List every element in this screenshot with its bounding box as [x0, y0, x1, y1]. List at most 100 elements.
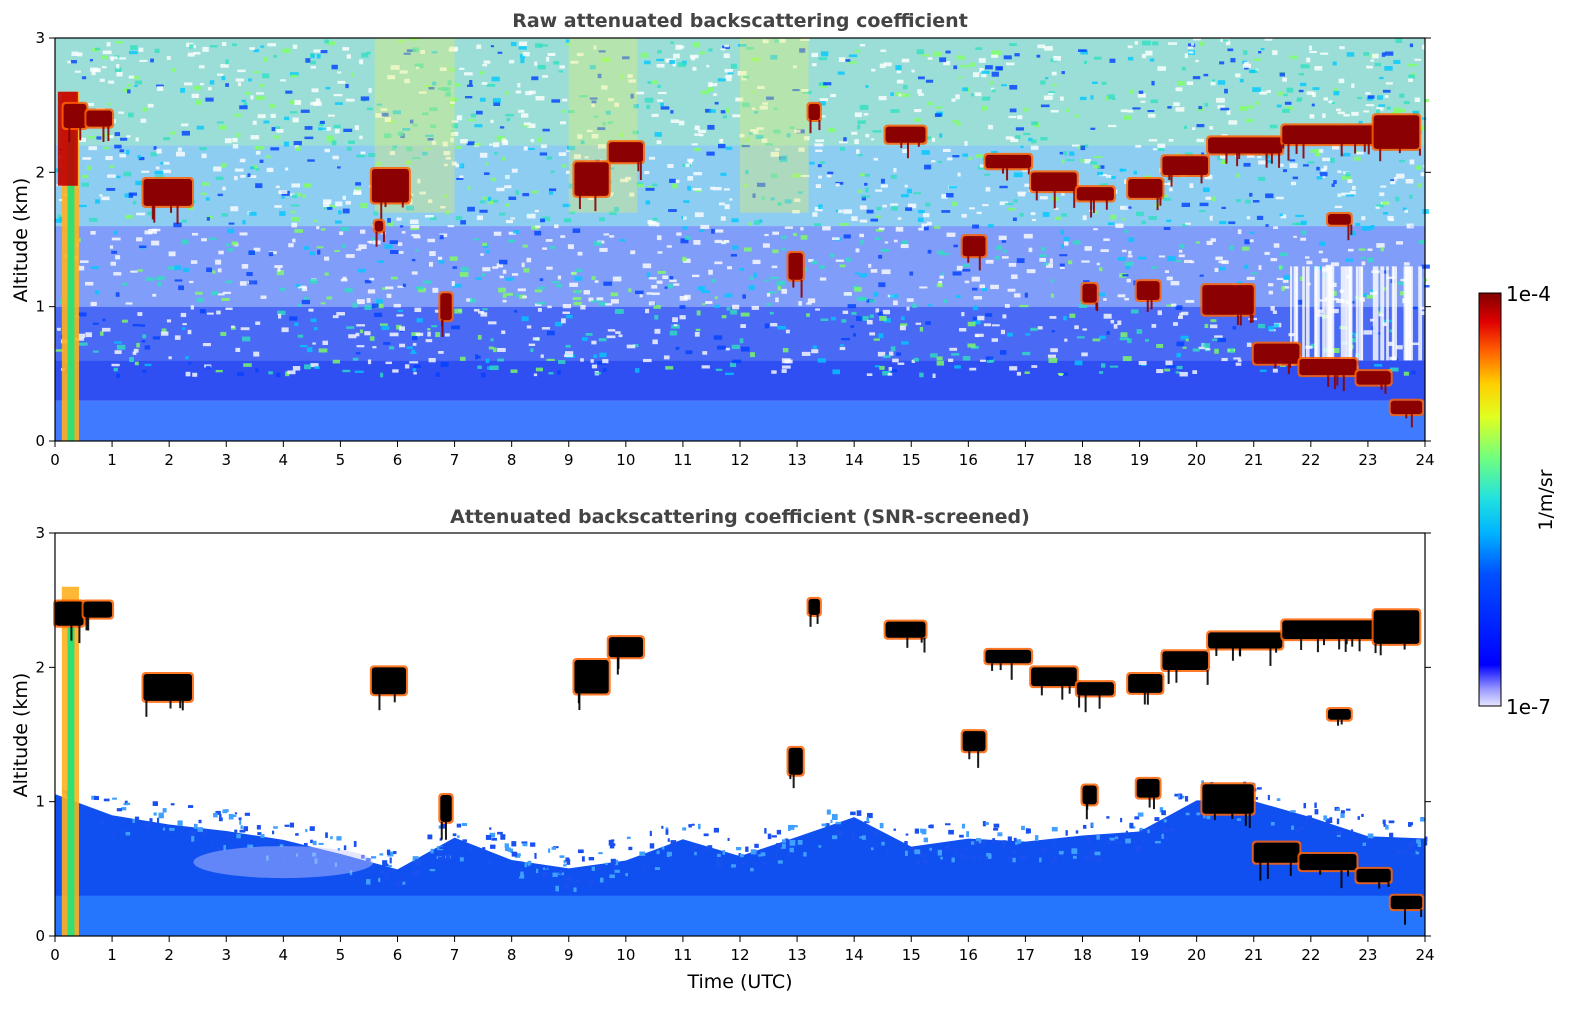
field-speckle	[914, 849, 921, 855]
field-speckle	[1357, 816, 1360, 820]
field-speckle	[353, 840, 357, 847]
noise-speckle	[547, 305, 552, 309]
cloud-streak	[1105, 200, 1108, 210]
noise-speckle	[534, 61, 538, 66]
noise-speckle	[705, 301, 713, 305]
noise-speckle	[656, 280, 663, 284]
field-speckle	[266, 855, 269, 861]
noise-speckle	[1205, 196, 1212, 200]
field-speckle	[1335, 830, 1341, 836]
noise-speckle	[1211, 338, 1221, 341]
noise-speckle	[730, 253, 737, 257]
noise-speckle	[972, 316, 977, 321]
noise-speckle	[1120, 332, 1128, 337]
noise-speckle	[290, 204, 300, 207]
field-speckle	[1300, 826, 1305, 830]
noise-speckle	[336, 312, 345, 316]
field-speckle	[461, 822, 468, 826]
noise-speckle	[380, 372, 384, 378]
field-speckle	[1091, 856, 1097, 861]
noise-speckle	[777, 325, 786, 330]
field-speckle	[162, 808, 167, 813]
noise-speckle	[1374, 62, 1382, 67]
noise-speckle	[829, 253, 835, 258]
noise-speckle	[406, 49, 416, 53]
noise-speckle	[792, 209, 800, 214]
noise-speckle	[359, 135, 363, 140]
noise-speckle	[859, 205, 867, 210]
noise-speckle	[1178, 249, 1183, 253]
noise-speckle	[1119, 168, 1127, 172]
noise-speckle	[668, 58, 676, 61]
noise-speckle	[239, 232, 248, 236]
noise-speckle	[605, 303, 613, 306]
field-speckle	[1084, 855, 1090, 861]
noise-speckle	[216, 121, 224, 124]
noise-speckle	[493, 231, 502, 236]
cloud-streak	[380, 202, 383, 221]
screened-y-axis-label: Altitude (km)	[10, 673, 32, 798]
field-speckle	[614, 869, 620, 873]
cloud-core	[1299, 854, 1357, 871]
noise-speckle	[723, 188, 730, 191]
noise-speckle	[1138, 90, 1144, 94]
noise-speckle	[1199, 202, 1209, 207]
noise-speckle	[1350, 230, 1356, 236]
noise-speckle	[772, 249, 779, 254]
noise-speckle	[854, 287, 862, 292]
field-speckle	[856, 810, 862, 816]
noise-speckle	[682, 258, 691, 263]
noise-speckle	[546, 330, 555, 336]
noise-speckle	[413, 364, 421, 368]
noise-speckle	[113, 367, 118, 372]
noise-speckle	[561, 318, 566, 324]
noise-speckle	[101, 66, 107, 69]
noise-speckle	[1197, 107, 1204, 111]
noise-speckle	[854, 139, 859, 145]
noise-speckle	[758, 219, 763, 223]
noise-speckle	[673, 283, 680, 286]
noise-speckle	[999, 185, 1008, 189]
noise-speckle	[152, 293, 157, 297]
noise-speckle	[531, 225, 539, 230]
field-speckle	[861, 835, 866, 840]
noise-speckle	[540, 354, 544, 358]
noise-speckle	[239, 158, 246, 163]
noise-speckle	[135, 180, 143, 186]
noise-speckle	[549, 188, 557, 192]
noise-speckle	[87, 102, 95, 107]
noise-speckle	[591, 340, 597, 345]
noise-speckle	[167, 266, 177, 270]
cloud-streak	[102, 126, 105, 142]
noise-speckle	[1002, 314, 1007, 319]
field-speckle	[745, 846, 749, 852]
cloud-streak	[1251, 314, 1254, 323]
field-speckle	[260, 834, 265, 839]
noise-speckle	[141, 170, 150, 173]
noise-speckle	[1243, 50, 1248, 55]
noise-speckle	[1361, 293, 1367, 297]
noise-speckle	[1357, 96, 1363, 100]
noise-speckle	[1408, 74, 1415, 79]
noise-speckle	[946, 157, 953, 161]
noise-speckle	[450, 137, 454, 143]
field-speckle	[1133, 840, 1137, 844]
noise-speckle	[140, 118, 147, 123]
noise-speckle	[1306, 91, 1314, 95]
noise-speckle	[221, 42, 227, 47]
noise-speckle	[1355, 222, 1361, 227]
noise-speckle	[1127, 109, 1134, 113]
cloud-streak	[1378, 882, 1381, 889]
cloud-streak	[384, 202, 387, 208]
field-speckle	[361, 854, 365, 859]
field-speckle	[937, 849, 943, 856]
noise-speckle	[1011, 274, 1018, 280]
noise-speckle	[527, 123, 536, 129]
noise-speckle	[338, 210, 342, 215]
noise-speckle	[1246, 118, 1254, 123]
noise-speckle	[188, 362, 192, 365]
field-speckle	[284, 824, 290, 827]
noise-speckle	[669, 279, 677, 283]
noise-speckle	[595, 298, 600, 302]
field-speckle	[851, 836, 855, 841]
